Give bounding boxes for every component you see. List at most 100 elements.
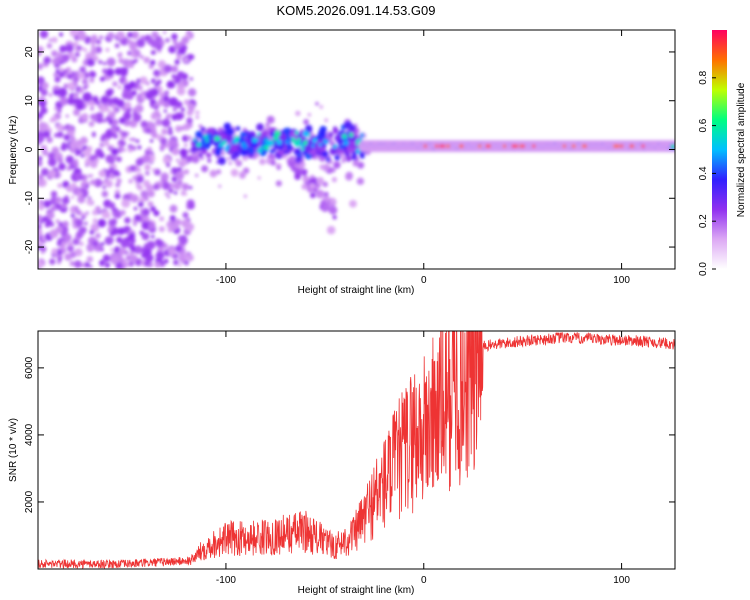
noise-blob (85, 211, 89, 215)
noise-blob (163, 64, 172, 73)
noise-blob (93, 178, 103, 188)
noise-blob (98, 169, 106, 178)
noise-blob (48, 38, 53, 42)
noise-blob (100, 242, 105, 246)
noise-blob (116, 31, 125, 40)
noise-blob (175, 158, 180, 163)
noise-blob (78, 241, 84, 247)
noise-blob (63, 134, 71, 141)
noise-blob (139, 197, 146, 204)
noise-blob (114, 43, 120, 49)
noise-blob (92, 209, 98, 216)
noise-blob (172, 48, 176, 53)
noise-blob (55, 226, 63, 234)
noise-blob (145, 127, 152, 134)
noise-blob (183, 169, 190, 175)
noise-blob (127, 50, 132, 56)
noise-blob (131, 90, 137, 96)
noise-blob (165, 37, 170, 43)
noise-blob (53, 89, 60, 96)
scint-bright-blob (302, 130, 309, 137)
noise-blob (184, 260, 189, 266)
noise-blob (111, 148, 119, 156)
scint-bright-blob (241, 143, 248, 149)
noise-blob (132, 111, 138, 117)
noise-band-blob (67, 97, 76, 106)
x-tick-label: 100 (613, 575, 630, 586)
noise-blob (74, 218, 84, 227)
noise-blob (113, 134, 118, 139)
noise-blob (49, 222, 55, 227)
noise-blob (115, 262, 123, 269)
tone-peak (641, 144, 645, 148)
noise-blob (128, 232, 136, 240)
scint-blob (350, 153, 358, 161)
noise-blob (57, 260, 61, 265)
noise-blob (176, 101, 183, 107)
noise-blob (144, 216, 150, 222)
noise-blob (69, 165, 74, 170)
noise-blob (90, 223, 100, 233)
noise-blob (129, 165, 136, 172)
noise-blob (162, 95, 170, 102)
scint-bright-blob (318, 142, 323, 147)
noise-blob (69, 260, 75, 267)
scint-blob (217, 156, 226, 166)
halo-blob (318, 193, 323, 198)
scint-bright-blob (264, 139, 269, 143)
scint-bright-blob (221, 140, 227, 145)
noise-blob (189, 77, 194, 81)
noise-blob (57, 256, 63, 262)
noise-blob (188, 185, 193, 190)
noise-blob (43, 200, 51, 208)
noise-blob (186, 122, 193, 129)
noise-blob (60, 203, 67, 209)
noise-blob (134, 58, 138, 63)
noise-blob (141, 220, 151, 230)
noise-blob (81, 78, 89, 85)
noise-blob (47, 157, 57, 167)
noise-blob (55, 199, 60, 204)
noise-blob (118, 247, 127, 256)
noise-blob (56, 240, 62, 247)
noise-blob (131, 137, 136, 142)
noise-blob (38, 160, 43, 167)
scint-bright-blob (196, 142, 201, 148)
noise-blob (79, 263, 84, 267)
noise-blob (49, 258, 56, 265)
figure-title: KOM5.2026.091.14.53.G09 (276, 3, 435, 18)
noise-blob (85, 163, 89, 167)
noise-blob (150, 129, 156, 136)
noise-blob (145, 170, 150, 176)
noise-blob (104, 178, 109, 182)
noise-blob (76, 230, 84, 239)
noise-blob (51, 36, 58, 43)
scint-bright-blob (294, 131, 299, 136)
noise-blob (188, 202, 195, 210)
tone-peak (521, 144, 525, 148)
noise-blob (53, 72, 59, 78)
noise-blob (130, 246, 136, 252)
scint-blob (350, 136, 356, 142)
noise-blob (176, 71, 185, 80)
scint-bright-blob (341, 133, 348, 140)
noise-blob (38, 203, 45, 211)
noise-blob (113, 210, 122, 219)
scint-blob (259, 134, 265, 139)
noise-band-blob (116, 99, 125, 108)
noise-blob (181, 183, 190, 191)
noise-band-blob (149, 98, 156, 105)
noise-blob (174, 218, 182, 226)
noise-blob (186, 30, 192, 36)
y-tick-label: 10 (24, 95, 35, 107)
noise-blob (141, 208, 150, 217)
branch-blob (326, 225, 336, 235)
noise-blob (63, 83, 69, 89)
noise-blob (176, 167, 182, 173)
halo-blob (209, 169, 218, 178)
noise-blob (124, 101, 132, 109)
noise-band-blob (74, 97, 81, 105)
halo-blob (294, 164, 298, 168)
noise-blob (128, 179, 133, 184)
